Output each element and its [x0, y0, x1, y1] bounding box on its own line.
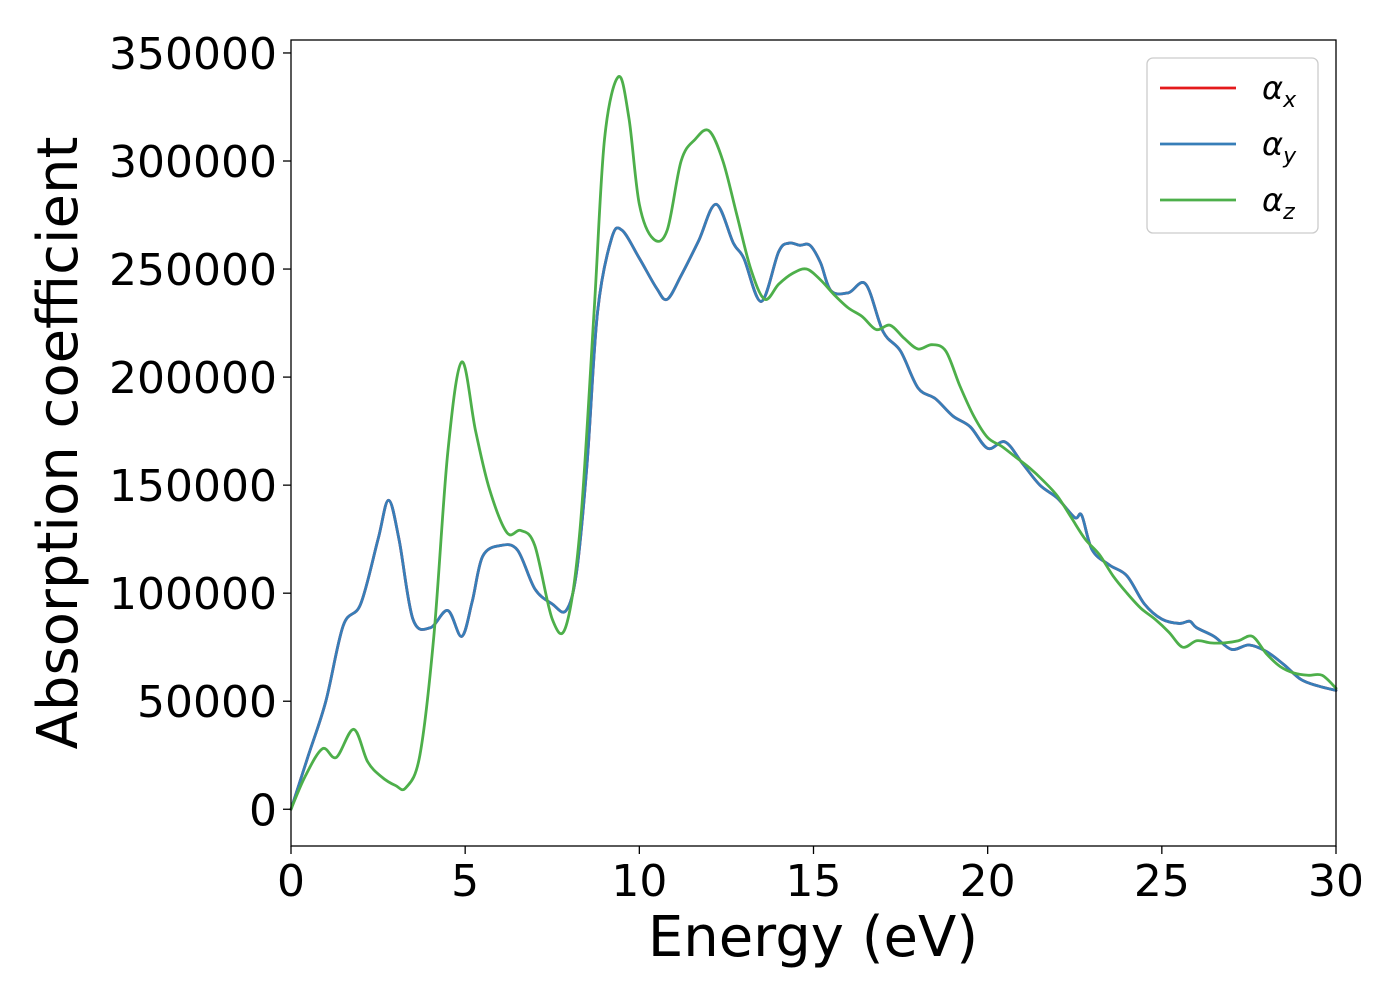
legend-box [1146, 57, 1319, 234]
series-line-y [289, 202, 1338, 811]
y-ticks: 0 50000 100000 150000 200000 250000 300000 3500… [109, 29, 291, 836]
y-tick-label: 350000 [109, 29, 277, 80]
y-axis-label: Absorption coefficient [26, 137, 91, 750]
x-tick-label: 10 [611, 856, 667, 907]
y-tick-label: 50000 [137, 677, 277, 728]
legend-subscript-z: z [1282, 200, 1295, 225]
y-tick-label: 250000 [109, 245, 277, 296]
y-tick-label: 150000 [109, 461, 277, 512]
y-tick-label: 300000 [109, 137, 277, 188]
series-layer [289, 75, 1338, 811]
x-tick-label: 0 [277, 856, 305, 907]
legend-subscript-y: y [1282, 144, 1297, 169]
x-tick-label: 30 [1308, 856, 1364, 907]
y-tick-label: 0 [249, 785, 277, 836]
series-line-z [289, 75, 1338, 811]
x-tick-label: 25 [1134, 856, 1190, 907]
y-tick-label: 200000 [109, 353, 277, 404]
x-axis-label: Energy (eV) [648, 905, 978, 970]
x-tick-label: 15 [786, 856, 842, 907]
x-tick-label: 20 [960, 856, 1016, 907]
legend-subscript-x: x [1282, 88, 1297, 113]
x-ticks: 0 5 10 15 20 25 30 [277, 846, 1364, 907]
y-tick-label: 100000 [109, 569, 277, 620]
x-tick-label: 5 [451, 856, 479, 907]
series-line-x [289, 202, 1338, 811]
